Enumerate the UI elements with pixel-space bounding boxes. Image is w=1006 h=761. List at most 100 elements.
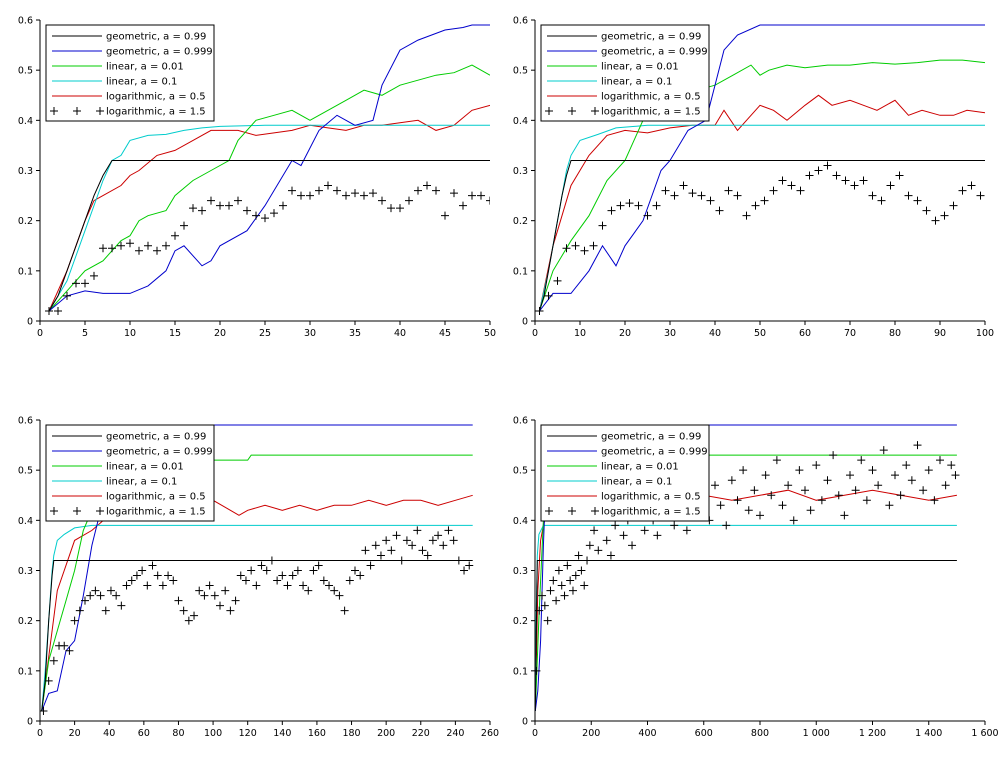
- series-line-geometric-a-0-999: [48, 24, 490, 312]
- data-point-marker: [267, 556, 276, 565]
- data-point-marker: [226, 606, 235, 615]
- data-point-marker: [333, 186, 341, 195]
- data-point-marker: [840, 511, 849, 520]
- data-point-marker: [806, 506, 815, 515]
- data-point-marker: [108, 244, 116, 253]
- data-point-marker: [414, 186, 422, 195]
- data-point-marker: [778, 501, 787, 510]
- series-markers-logarithmic-a-1-5: [535, 161, 985, 315]
- data-point-marker: [236, 571, 245, 580]
- axes: 0 0.1 0.2 0.3 0.4 0.5 0.6 0 5 10 15 20 25 30 35 40 45 50: [18, 16, 496, 340]
- data-point-marker: [441, 211, 449, 220]
- x-tick-label: 40: [394, 328, 406, 339]
- data-point-marker: [885, 501, 894, 510]
- y-tick-label: 0: [27, 317, 33, 328]
- y-tick-label: 0.6: [18, 16, 33, 27]
- data-point-marker: [606, 551, 615, 560]
- data-point-marker: [428, 536, 437, 545]
- data-point-marker: [96, 591, 105, 600]
- data-point-marker: [904, 191, 913, 200]
- x-tick-label: 45: [439, 328, 451, 339]
- data-point-marker: [940, 211, 949, 220]
- legend-label: logarithmic, a = 1.5: [106, 107, 206, 118]
- data-point-marker: [45, 306, 53, 315]
- legend-box: [45, 424, 215, 522]
- data-point-marker: [418, 546, 427, 555]
- data-point-marker: [566, 576, 575, 585]
- data-point-marker: [340, 606, 349, 615]
- y-tick-label: 0.2: [513, 216, 528, 227]
- data-point-marker: [75, 606, 84, 615]
- data-point-marker: [444, 526, 453, 535]
- data-point-marker: [158, 581, 167, 590]
- legend-label: linear, a = 0.01: [106, 462, 184, 473]
- data-point-marker: [262, 566, 271, 575]
- x-tick-label: 200: [377, 728, 395, 739]
- data-point-marker: [877, 196, 886, 205]
- legend-swatch-marker: [591, 107, 599, 115]
- data-point-marker: [538, 591, 547, 600]
- data-point-marker: [857, 456, 866, 465]
- data-point-marker: [392, 531, 401, 540]
- y-tick-label: 0.5: [513, 66, 528, 77]
- x-tick-label: 40: [709, 328, 721, 339]
- legend-label: linear, a = 0.1: [106, 477, 177, 488]
- series-line-logarithmic-a-0-5: [539, 94, 985, 312]
- x-tick-label: 100: [976, 328, 994, 339]
- x-tick-label: 240: [446, 728, 464, 739]
- data-point-marker: [106, 586, 115, 595]
- data-point-marker: [306, 191, 314, 200]
- data-point-marker: [330, 586, 339, 595]
- y-tick-label: 0.5: [18, 66, 33, 77]
- x-tick-label: 10: [574, 328, 586, 339]
- data-point-marker: [907, 476, 916, 485]
- data-point-marker: [402, 536, 411, 545]
- legend-swatch-marker: [73, 107, 81, 115]
- data-point-marker: [304, 586, 313, 595]
- data-point-marker: [722, 521, 731, 530]
- data-point-marker: [879, 446, 888, 455]
- x-tick-label: 80: [889, 328, 901, 339]
- x-tick-label: 0: [37, 328, 43, 339]
- x-tick-label: 40: [103, 728, 115, 739]
- data-point-marker: [257, 561, 266, 570]
- legend-label: logarithmic, a = 0.5: [601, 492, 701, 503]
- data-point-marker: [314, 561, 323, 570]
- data-point-marker: [432, 186, 440, 195]
- data-point-marker: [243, 206, 251, 215]
- data-point-marker: [913, 441, 922, 450]
- data-point-marker: [486, 196, 490, 205]
- legend: geometric, a = 0.99 geometric, a = 0.999 l…: [540, 424, 710, 522]
- y-tick-label: 0.4: [18, 116, 33, 127]
- x-tick-label: 160: [308, 728, 326, 739]
- legend-label: linear, a = 0.01: [601, 62, 679, 73]
- data-point-marker: [697, 191, 706, 200]
- data-point-marker: [756, 511, 764, 520]
- data-point-marker: [180, 221, 188, 230]
- x-tick-label: 400: [638, 728, 656, 739]
- data-point-marker: [727, 476, 736, 485]
- y-tick-label: 0.1: [18, 266, 33, 277]
- x-tick-label: 30: [304, 328, 316, 339]
- x-tick-label: 1 000: [803, 728, 830, 739]
- data-point-marker: [195, 586, 204, 595]
- data-point-marker: [231, 596, 240, 605]
- data-point-marker: [711, 481, 719, 490]
- data-point-marker: [171, 231, 179, 240]
- legend-swatch-marker: [568, 107, 576, 115]
- x-tick-label: 1 200: [859, 728, 886, 739]
- series-line-geometric-a-0-99: [41, 560, 473, 712]
- data-point-marker: [706, 196, 715, 205]
- data-point-marker: [477, 191, 485, 200]
- data-point-marker: [761, 471, 770, 480]
- data-point-marker: [812, 461, 821, 470]
- data-point-marker: [356, 571, 365, 580]
- data-point-marker: [841, 176, 850, 185]
- x-tick-label: 25: [259, 328, 271, 339]
- data-point-marker: [91, 586, 100, 595]
- data-point-marker: [65, 646, 74, 655]
- data-point-marker: [387, 546, 396, 555]
- data-point-marker: [127, 576, 136, 585]
- data-point-marker: [345, 576, 354, 585]
- data-point-marker: [874, 481, 883, 490]
